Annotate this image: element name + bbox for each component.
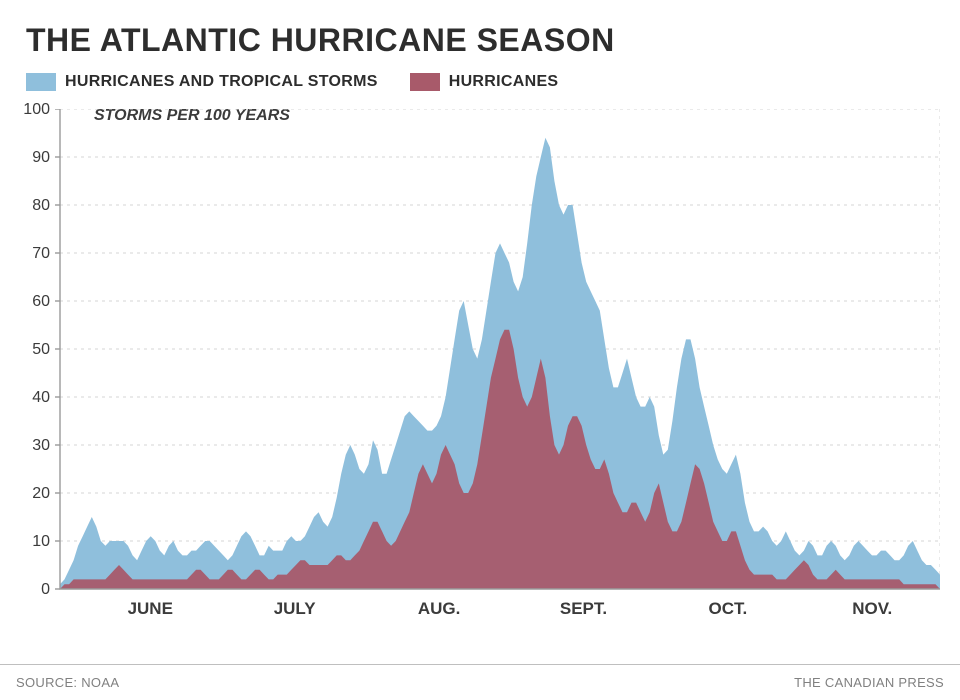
source-text: SOURCE: NOAA: [16, 675, 119, 690]
x-tick-label: SEPT.: [543, 599, 623, 619]
chart-title: THE ATLANTIC HURRICANE SEASON: [0, 22, 960, 59]
x-tick-label: AUG.: [399, 599, 479, 619]
x-tick-label: JULY: [255, 599, 335, 619]
credit-text: THE CANADIAN PRESS: [794, 675, 944, 690]
chart-container: THE ATLANTIC HURRICANE SEASON HURRICANES…: [0, 0, 960, 700]
legend-label: HURRICANES: [449, 73, 559, 91]
legend-swatch: [410, 73, 440, 91]
legend-label: HURRICANES AND TROPICAL STORMS: [65, 73, 378, 91]
chart-svg: [16, 109, 940, 595]
legend-item-hurricanes: HURRICANES: [410, 73, 559, 91]
x-tick-label: NOV.: [832, 599, 912, 619]
chart-footer: SOURCE: NOAA THE CANADIAN PRESS: [0, 664, 960, 700]
legend: HURRICANES AND TROPICAL STORMS HURRICANE…: [0, 59, 960, 91]
x-tick-label: OCT.: [688, 599, 768, 619]
chart-area: STORMS PER 100 YEARS01020304050607080901…: [16, 109, 940, 629]
legend-swatch: [26, 73, 56, 91]
legend-item-all-storms: HURRICANES AND TROPICAL STORMS: [26, 73, 378, 91]
x-tick-label: JUNE: [110, 599, 190, 619]
